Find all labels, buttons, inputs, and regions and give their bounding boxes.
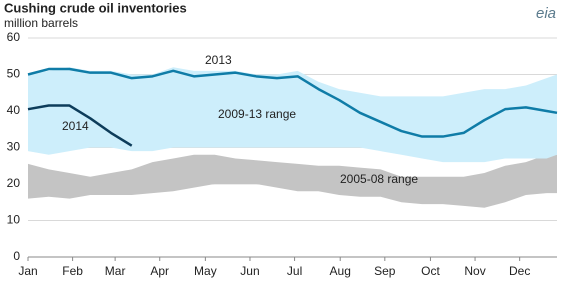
y-tick-label: 40 (7, 103, 21, 117)
range-band (28, 154, 557, 208)
series-label: 2009-13 range (218, 107, 296, 121)
x-tick-label: Nov (464, 264, 485, 278)
y-tick-label: 60 (7, 30, 21, 44)
y-tick-label: 50 (7, 67, 21, 81)
source-logo: eia (536, 5, 556, 22)
range-band (28, 67, 557, 163)
series-line (27, 67, 558, 138)
x-tick-label: Mar (105, 264, 126, 278)
x-tick-label: Aug (330, 264, 351, 278)
y-tick-label: 10 (7, 213, 21, 227)
series-line (27, 104, 133, 147)
series-label: 2005-08 range (340, 172, 418, 186)
x-tick-label: Apr (150, 264, 169, 278)
y-tick-label: 30 (7, 140, 21, 154)
x-tick-label: Jun (240, 264, 259, 278)
x-tick-label: Feb (62, 264, 83, 278)
x-tick-label: Jan (18, 264, 37, 278)
x-tick-label: Oct (421, 264, 440, 278)
series-label: 2013 (205, 53, 232, 67)
x-tick-label: Sep (374, 264, 396, 278)
y-tick-label: 0 (13, 249, 20, 263)
x-tick-label: Jul (287, 264, 302, 278)
chart-title: Cushing crude oil inventories (4, 0, 187, 15)
series-label: 2014 (62, 119, 89, 133)
y-tick-label: 20 (7, 176, 21, 190)
x-tick-label: May (194, 264, 217, 278)
chart-subtitle: million barrels (4, 16, 78, 30)
x-tick-label: Dec (509, 264, 530, 278)
